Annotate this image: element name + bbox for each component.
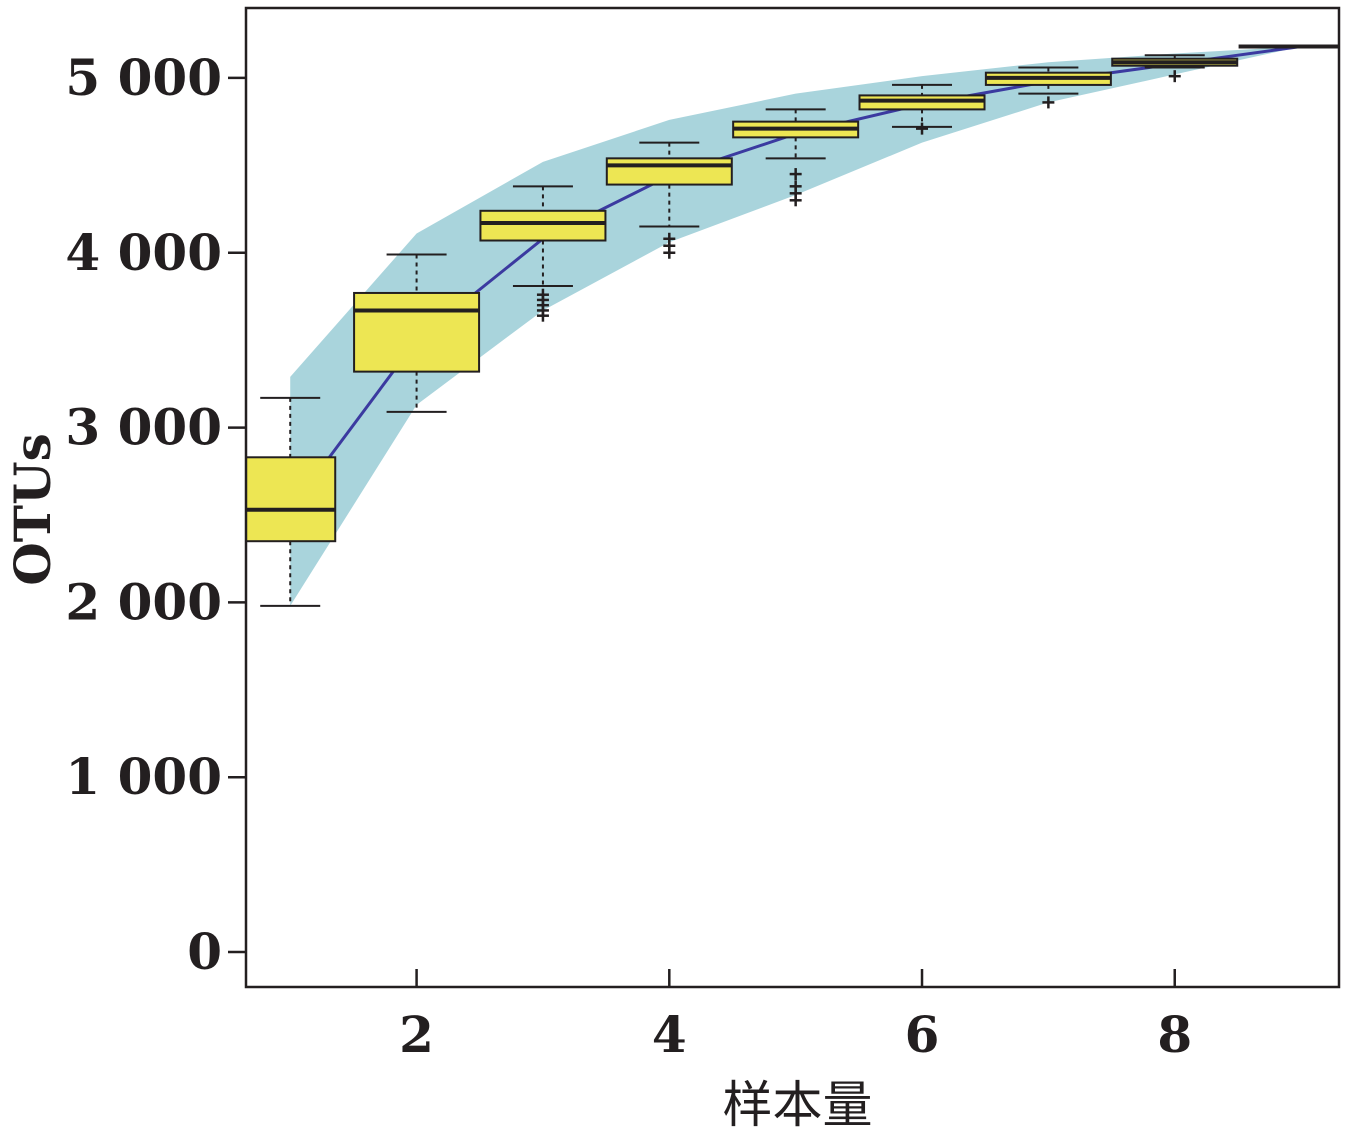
box-iqr [605, 157, 733, 186]
x-tick-label: 4 [652, 1005, 687, 1064]
plot-frame [244, 6, 1341, 989]
y-axis-title: OTUs [3, 433, 62, 586]
y-tick-label: 0 [187, 922, 222, 981]
outlier-point [916, 122, 929, 135]
y-axis: 0 1 000 2 000 3 000 4 000 5 000 [65, 48, 246, 981]
outlier-point [789, 168, 802, 181]
box-7 [984, 66, 1112, 109]
y-tick-label: 1 000 [65, 747, 222, 806]
outlier-point [1042, 96, 1055, 109]
boxplot-layer [245, 44, 1339, 607]
x-axis: 2 4 6 8 [399, 969, 1192, 1064]
x-tick-label: 2 [399, 1005, 434, 1064]
outlier-point [789, 194, 802, 207]
box-6 [858, 83, 986, 135]
box-3 [479, 185, 607, 322]
y-tick-label: 3 000 [65, 398, 222, 457]
outlier-point [663, 246, 676, 259]
box-2 [353, 253, 481, 413]
box-iqr [353, 291, 481, 373]
box-4 [605, 141, 733, 259]
box-iqr [245, 456, 337, 543]
y-tick-label: 4 000 [65, 223, 222, 282]
box-1 [245, 396, 337, 607]
outlier-point [536, 309, 549, 322]
x-axis-title: 样本量 [723, 1076, 873, 1134]
box-5 [732, 108, 860, 207]
outlier-point [1168, 70, 1181, 83]
box-8 [1111, 54, 1239, 83]
x-tick-label: 8 [1157, 1005, 1192, 1064]
y-tick-label: 2 000 [65, 572, 222, 631]
x-tick-label: 6 [905, 1005, 940, 1064]
box-iqr [479, 209, 607, 242]
y-tick-label: 5 000 [65, 48, 222, 107]
